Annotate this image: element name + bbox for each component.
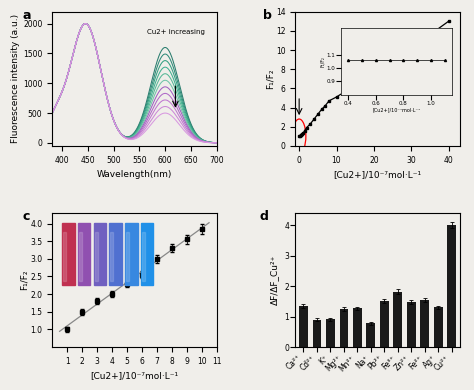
Y-axis label: F₁/F₂: F₁/F₂: [20, 270, 29, 290]
Bar: [299, 306, 308, 347]
Bar: [366, 323, 375, 347]
Bar: [420, 300, 429, 347]
Text: Cu2+ increasing: Cu2+ increasing: [147, 29, 205, 35]
Bar: [434, 307, 443, 347]
Y-axis label: ΔF/ΔF_Cu²⁺: ΔF/ΔF_Cu²⁺: [270, 255, 279, 305]
Bar: [353, 308, 362, 347]
Bar: [407, 302, 416, 347]
Text: d: d: [259, 210, 268, 223]
Bar: [312, 320, 321, 347]
Y-axis label: F₁/F₂: F₁/F₂: [265, 69, 274, 89]
X-axis label: [Cu2+]/10⁻⁷mol·L⁻¹: [Cu2+]/10⁻⁷mol·L⁻¹: [90, 371, 178, 380]
Text: a: a: [23, 9, 31, 22]
Bar: [326, 319, 335, 347]
Text: c: c: [23, 210, 30, 223]
Bar: [339, 309, 348, 347]
Bar: [380, 301, 389, 347]
Text: b: b: [263, 9, 272, 22]
Bar: [393, 292, 402, 347]
Bar: [447, 225, 456, 347]
X-axis label: Wavelength(nm): Wavelength(nm): [97, 170, 172, 179]
X-axis label: [Cu2+]/10⁻⁷mol·L⁻¹: [Cu2+]/10⁻⁷mol·L⁻¹: [334, 170, 422, 179]
Y-axis label: Fluorescence intensity (a.u.): Fluorescence intensity (a.u.): [11, 14, 20, 144]
